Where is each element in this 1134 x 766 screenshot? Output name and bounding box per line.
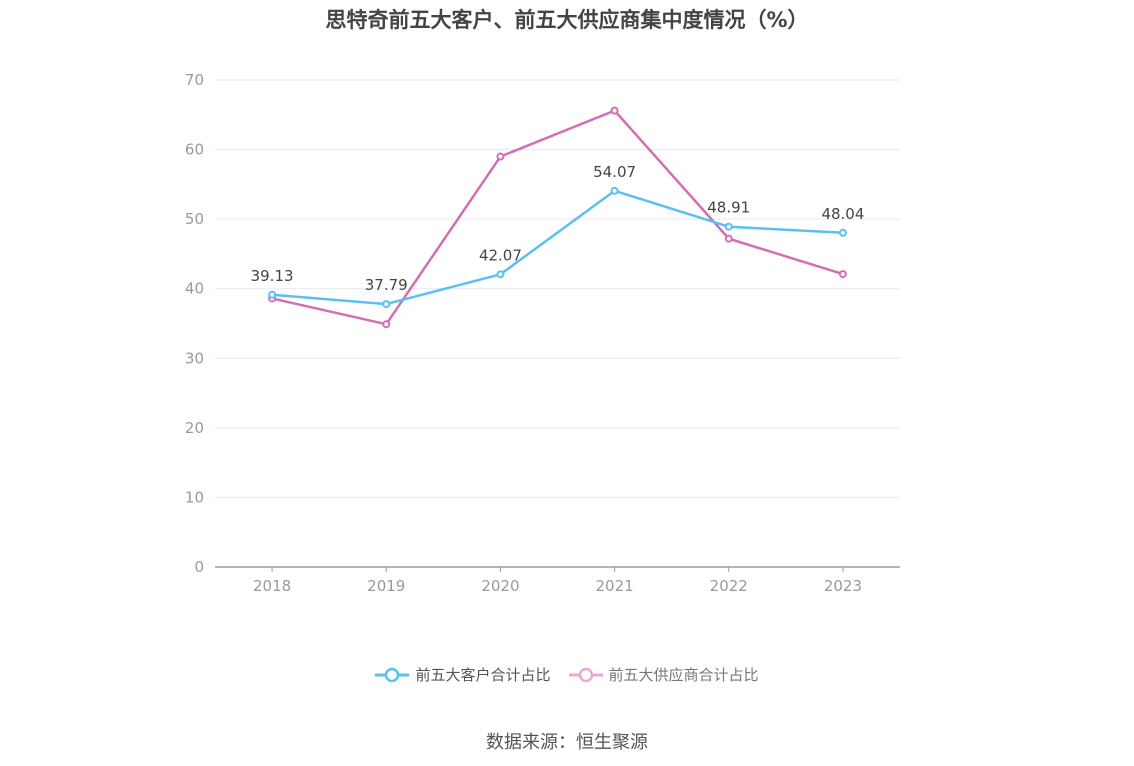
series-1-point xyxy=(838,270,847,279)
series-line-1 xyxy=(271,109,844,326)
data-label: 48.91 xyxy=(707,199,750,217)
axis-layer: 0 10 20 30 40 50 60 70 2018 2019 2020 2021 2022 2023 xyxy=(185,71,900,595)
series-0-point xyxy=(724,222,733,231)
data-source: 数据来源：恒生聚源 xyxy=(486,732,648,753)
legend-label-suppliers: 前五大供应商合计占比 xyxy=(608,666,759,684)
y-tick-label: 10 xyxy=(185,488,204,506)
y-tick-label: 40 xyxy=(185,280,204,298)
data-label: 42.07 xyxy=(479,246,522,264)
data-label-layer: 39.13 37.79 42.07 54.07 48.91 48.04 xyxy=(251,163,865,294)
x-tick-label: 2022 xyxy=(710,577,748,595)
series-line-0 xyxy=(271,189,843,306)
data-label: 48.04 xyxy=(821,205,864,223)
chart-title: 思特奇前五大客户、前五大供应商集中度情况（%） xyxy=(325,8,809,32)
legend-label-customers: 前五大客户合计占比 xyxy=(415,666,551,684)
series-0-point xyxy=(268,290,277,299)
series-0-point xyxy=(382,300,391,309)
legend-item-customers[interactable]: 前五大客户合计占比 xyxy=(375,664,551,685)
series-1-point xyxy=(724,234,733,243)
x-tick-label: 2019 xyxy=(367,577,405,595)
x-tick-label: 2020 xyxy=(481,577,519,595)
y-tick-label: 70 xyxy=(185,71,204,89)
x-tick-label: 2018 xyxy=(253,577,291,595)
series-0-point xyxy=(610,186,619,195)
y-tick-label: 20 xyxy=(185,419,204,437)
series-0-point xyxy=(496,270,505,279)
series-1-point xyxy=(382,320,391,329)
legend: 前五大客户合计占比 前五大供应商合计占比 xyxy=(0,664,1134,685)
legend-item-suppliers[interactable]: 前五大供应商合计占比 xyxy=(568,664,759,685)
x-tick-label: 2021 xyxy=(595,577,633,595)
legend-swatch-customers xyxy=(375,667,410,682)
data-label: 54.07 xyxy=(593,163,636,181)
y-tick-label: 50 xyxy=(185,210,204,228)
y-tick-label: 0 xyxy=(194,558,204,576)
data-label: 39.13 xyxy=(251,267,294,285)
x-tick-label: 2023 xyxy=(824,577,862,595)
y-tick-label: 30 xyxy=(185,349,204,367)
data-label: 37.79 xyxy=(365,276,408,294)
grid-layer xyxy=(215,79,900,498)
legend-swatch-suppliers xyxy=(568,667,603,682)
series-layer xyxy=(268,106,847,329)
series-0-point xyxy=(838,228,847,237)
series-1-point xyxy=(610,106,619,115)
y-tick-label: 60 xyxy=(185,141,204,159)
series-1-point xyxy=(496,152,505,161)
